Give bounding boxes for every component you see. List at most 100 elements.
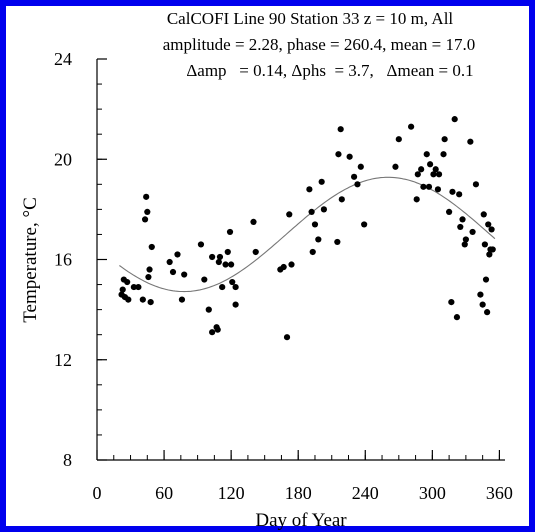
data-point <box>169 268 177 276</box>
data-point <box>435 171 443 178</box>
data-point <box>147 299 154 306</box>
data-point <box>148 243 155 251</box>
data-point <box>485 221 492 228</box>
data-point <box>146 266 153 273</box>
data-point <box>395 136 402 143</box>
data-point <box>420 183 427 190</box>
data-point <box>453 314 461 321</box>
data-point <box>427 161 434 168</box>
data-point <box>283 334 291 341</box>
data-point <box>392 163 399 170</box>
data-point <box>467 138 474 145</box>
data-point <box>451 116 458 123</box>
data-point <box>219 283 226 291</box>
figure-panel <box>6 6 529 526</box>
data-point <box>308 208 315 215</box>
y-tick-label: 16 <box>54 250 72 270</box>
data-point <box>232 283 239 291</box>
data-point <box>361 221 368 228</box>
axes: 0 60 120 180 240 300 360 8 12 16 20 24 <box>54 49 513 503</box>
data-point <box>482 276 490 283</box>
data-point <box>449 188 456 195</box>
data-point <box>446 208 453 215</box>
data-point <box>222 261 229 268</box>
data-point <box>144 208 151 215</box>
data-point <box>139 296 146 303</box>
data-point <box>229 278 236 286</box>
data-point <box>135 283 142 291</box>
y-axis-label: Temperature, °C <box>20 197 41 323</box>
data-point <box>232 301 239 308</box>
data-point <box>481 241 488 248</box>
x-tick-label: 0 <box>93 483 102 503</box>
data-point <box>346 153 353 160</box>
data-point <box>423 151 430 158</box>
data-point <box>286 211 293 218</box>
data-point <box>414 171 421 178</box>
data-point <box>205 306 212 313</box>
data-point <box>430 171 437 178</box>
data-point <box>441 136 448 143</box>
data-point <box>166 258 173 266</box>
data-point <box>472 181 480 188</box>
data-point <box>224 248 231 256</box>
data-point <box>486 251 493 258</box>
data-point <box>280 263 287 271</box>
data-point <box>477 291 484 298</box>
data-point <box>425 183 433 190</box>
y-tick-label: 20 <box>54 149 72 169</box>
x-tick-label: 240 <box>352 483 379 503</box>
y-tick-label: 12 <box>54 350 72 370</box>
data-point <box>489 246 496 253</box>
data-point <box>462 236 469 243</box>
data-point <box>178 296 186 303</box>
data-point <box>338 196 345 203</box>
chart-title-line-3: Δamp = 0.14, Δphs = 3.7, Δmean = 0.1 <box>186 61 473 80</box>
data-point <box>214 326 221 333</box>
data-point <box>357 163 364 170</box>
data-point <box>228 261 235 268</box>
data-point <box>209 253 216 261</box>
data-point <box>335 151 342 158</box>
data-point <box>174 251 181 258</box>
data-point <box>432 166 439 173</box>
data-point <box>413 196 420 203</box>
data-point <box>226 228 234 236</box>
x-tick-label: 120 <box>218 483 245 503</box>
y-tick-label: 8 <box>63 450 72 470</box>
data-point <box>209 329 216 336</box>
data-point <box>457 223 464 231</box>
fit-curve <box>119 176 496 293</box>
x-tick-label: 360 <box>486 483 513 503</box>
data-point <box>181 271 188 278</box>
data-point <box>252 248 259 256</box>
data-point <box>250 218 257 226</box>
data-point <box>216 253 224 261</box>
data-point <box>130 283 137 291</box>
data-point <box>484 309 491 316</box>
data-point <box>124 278 131 286</box>
data-point <box>315 236 322 243</box>
data-point <box>448 299 455 306</box>
data-point <box>215 258 222 266</box>
data-point <box>440 151 447 158</box>
data-point <box>125 296 132 303</box>
data-point <box>350 173 358 180</box>
data-point <box>434 186 442 193</box>
data-point <box>354 181 361 188</box>
x-tick-label: 180 <box>285 483 312 503</box>
chart-title-line-2: amplitude = 2.28, phase = 260.4, mean = … <box>163 35 476 54</box>
data-point <box>119 286 126 293</box>
data-point <box>311 221 319 228</box>
data-point <box>456 191 463 198</box>
data-point <box>337 126 344 133</box>
data-point <box>309 248 316 256</box>
data-point <box>143 193 150 200</box>
fit-curve-group <box>119 176 496 293</box>
chart-title-line-1: CalCOFI Line 90 Station 33 z = 10 m, All <box>167 9 454 28</box>
data-point <box>418 166 425 173</box>
data-point <box>288 261 295 268</box>
y-tick-label: 24 <box>54 49 72 69</box>
